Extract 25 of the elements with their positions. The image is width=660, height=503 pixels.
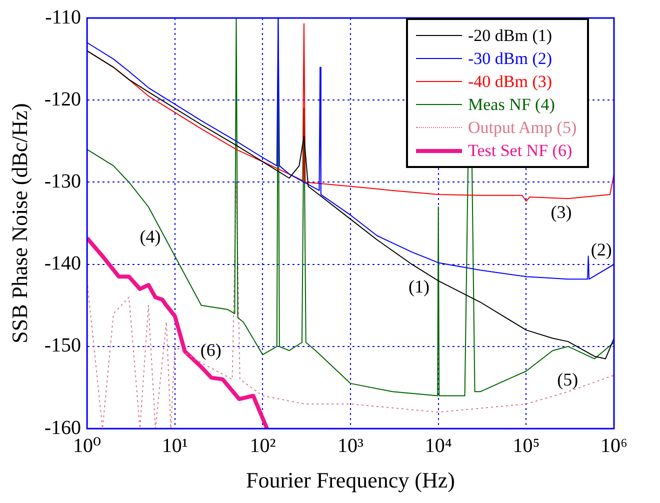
- y-tick-label: -150: [44, 334, 82, 357]
- x-tick-label: 10¹: [162, 434, 188, 457]
- annotation: (3): [550, 202, 572, 222]
- annotation: (6): [200, 340, 222, 360]
- legend-label: -30 dBm (2): [468, 48, 552, 70]
- legend-label: Output Amp (5): [468, 117, 577, 139]
- y-tick-label: -120: [44, 88, 82, 110]
- x-tick-label: 10²: [250, 434, 276, 457]
- y-axis-title: SSB Phase Noise (dBc/Hz): [6, 103, 32, 344]
- y-tick-label: -140: [44, 252, 82, 275]
- legend-label: Meas NF (4): [468, 94, 555, 116]
- legend-label: -20 dBm (1): [468, 25, 552, 47]
- x-tick-label: 10⁴: [424, 434, 452, 457]
- x-tick-label: 10⁶: [600, 434, 628, 457]
- x-axis-title: Fourier Frequency (Hz): [246, 468, 455, 493]
- legend-label: Test Set NF (6): [468, 140, 572, 162]
- annotation: (2): [590, 240, 612, 260]
- legend-label: -40 dBm (3): [468, 71, 552, 93]
- y-tick-label: -130: [44, 170, 82, 192]
- y-tick-label: -110: [45, 6, 82, 28]
- annotation: (4): [140, 226, 161, 246]
- x-tick-label: 10³: [338, 434, 364, 457]
- x-tick-label: 10⁵: [512, 434, 540, 457]
- annotation: (1): [408, 276, 430, 296]
- annotation: (5): [557, 369, 578, 390]
